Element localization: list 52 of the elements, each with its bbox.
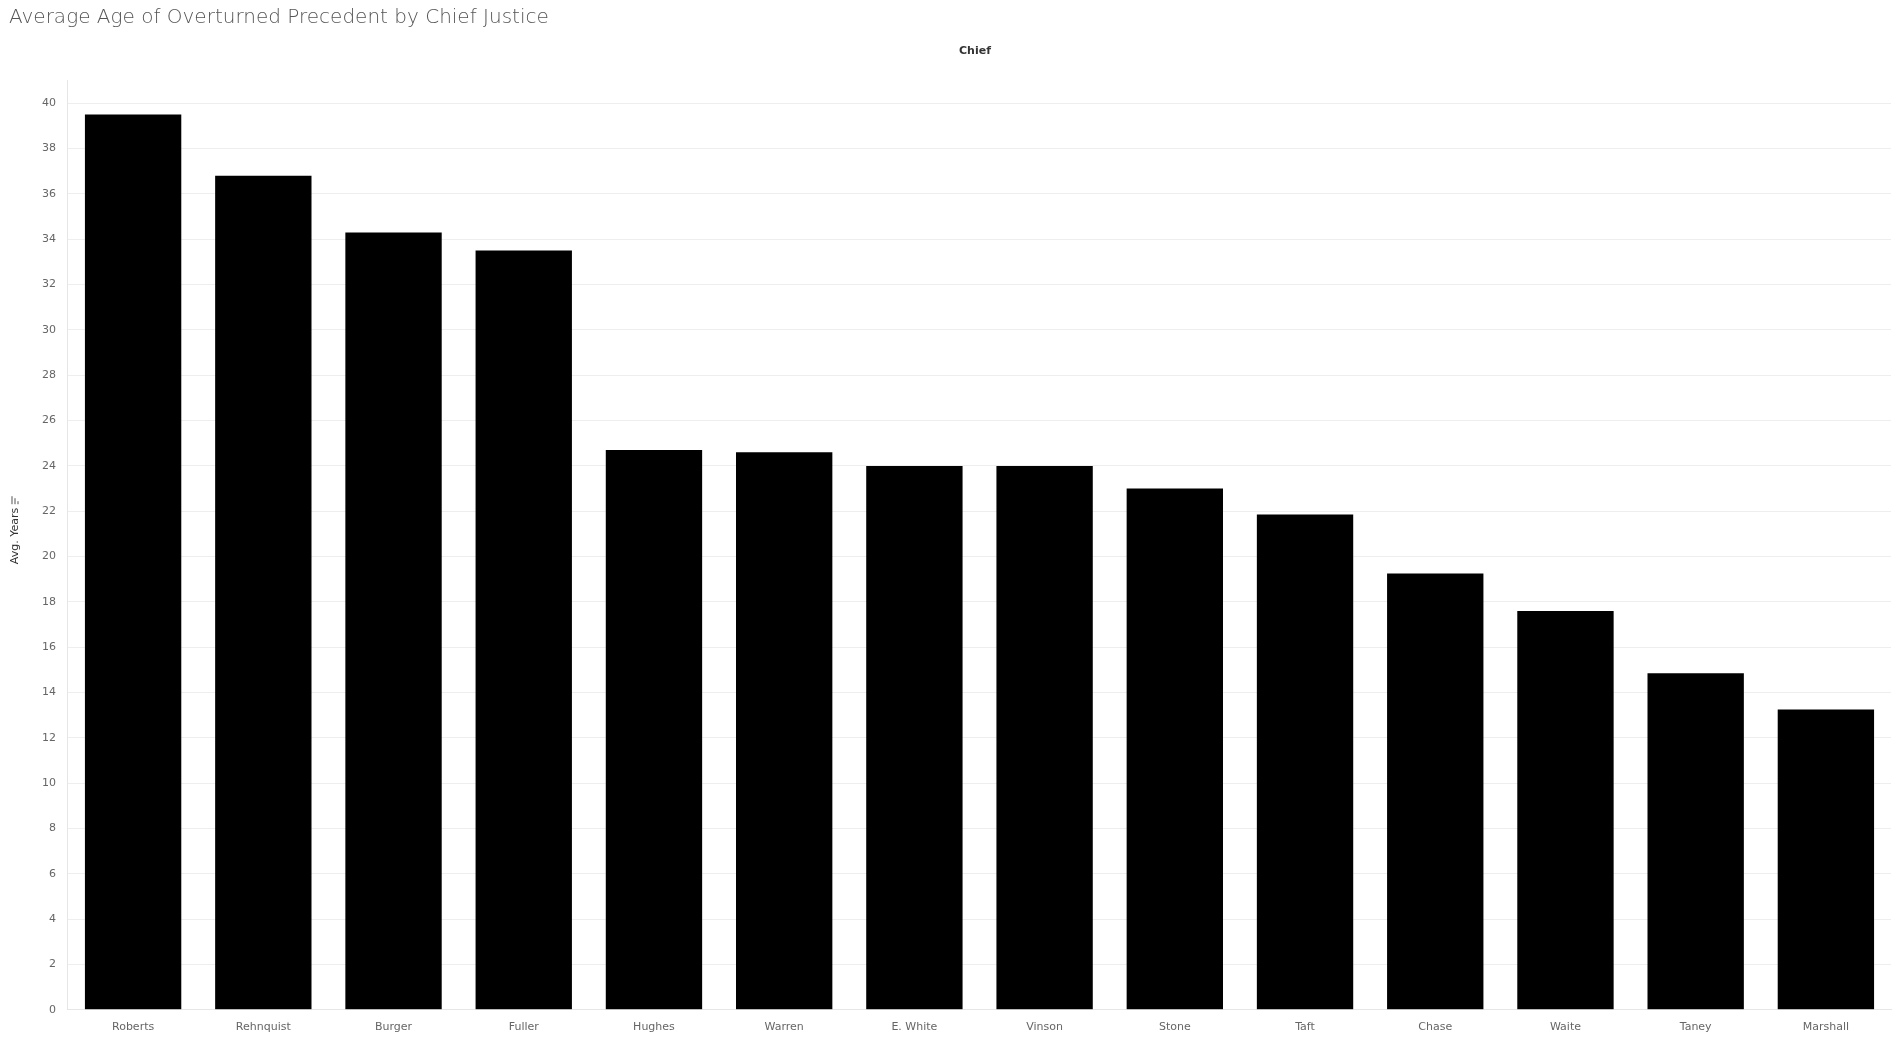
bar [736, 452, 833, 1010]
bar [345, 232, 442, 1010]
y-tick-label: 12 [42, 730, 56, 744]
y-tick-label: 2 [49, 957, 56, 971]
y-tick-label: 32 [42, 277, 56, 291]
bar [605, 450, 703, 1010]
y-tick-label: 18 [42, 594, 56, 608]
bar [866, 465, 963, 1010]
y-tick-label: 30 [42, 322, 56, 336]
bar [1777, 709, 1875, 1010]
y-tick-label: 0 [49, 1002, 56, 1016]
y-tick-label: 4 [49, 912, 56, 926]
x-tick-label: E. White [891, 1020, 938, 1034]
y-tick-label: 10 [42, 776, 56, 790]
x-axis-title: Chief [958, 44, 992, 57]
y-tick-label: 34 [42, 232, 56, 246]
x-tick-label: Rehnquist [235, 1020, 292, 1034]
bar [1517, 610, 1614, 1010]
y-tick-label: 16 [42, 640, 56, 654]
bar [1256, 514, 1354, 1010]
bar [1387, 573, 1484, 1010]
y-tick-label: 40 [42, 96, 56, 110]
y-tick-label: 20 [42, 549, 56, 563]
y-tick-label: 38 [42, 141, 56, 155]
y-tick-label: 6 [49, 866, 56, 880]
bar [1126, 488, 1223, 1010]
bar [1647, 673, 1744, 1010]
x-tick-label: Vinson [1026, 1020, 1063, 1034]
bar [475, 250, 572, 1010]
y-tick-label: 28 [42, 368, 56, 382]
x-tick-label: Burger [374, 1020, 413, 1034]
x-tick-label: Fuller [508, 1020, 540, 1034]
y-tick-label: 8 [49, 821, 56, 835]
y-axis-title: Avg. Years [7, 507, 21, 565]
x-tick-label: Roberts [112, 1020, 155, 1034]
x-tick-label: Hughes [633, 1020, 676, 1034]
bar [84, 114, 182, 1010]
chart-title: Average Age of Overturned Precedent by Chief Justice [9, 4, 549, 28]
x-tick-label: Chase [1418, 1020, 1453, 1034]
x-tick-label: Marshall [1802, 1020, 1850, 1034]
x-tick-label: Stone [1158, 1020, 1191, 1034]
bar [996, 465, 1093, 1010]
x-tick-label: Taft [1294, 1020, 1316, 1034]
x-tick-label: Waite [1549, 1020, 1582, 1034]
bar [215, 175, 312, 1010]
x-tick-label: Taney [1678, 1020, 1713, 1034]
y-tick-label: 36 [42, 186, 56, 200]
x-tick-label: Warren [764, 1020, 804, 1034]
y-tick-label: 24 [42, 458, 56, 472]
y-tick-label: 14 [42, 685, 56, 699]
y-tick-label: 26 [42, 413, 56, 427]
y-tick-label: 22 [42, 504, 56, 518]
